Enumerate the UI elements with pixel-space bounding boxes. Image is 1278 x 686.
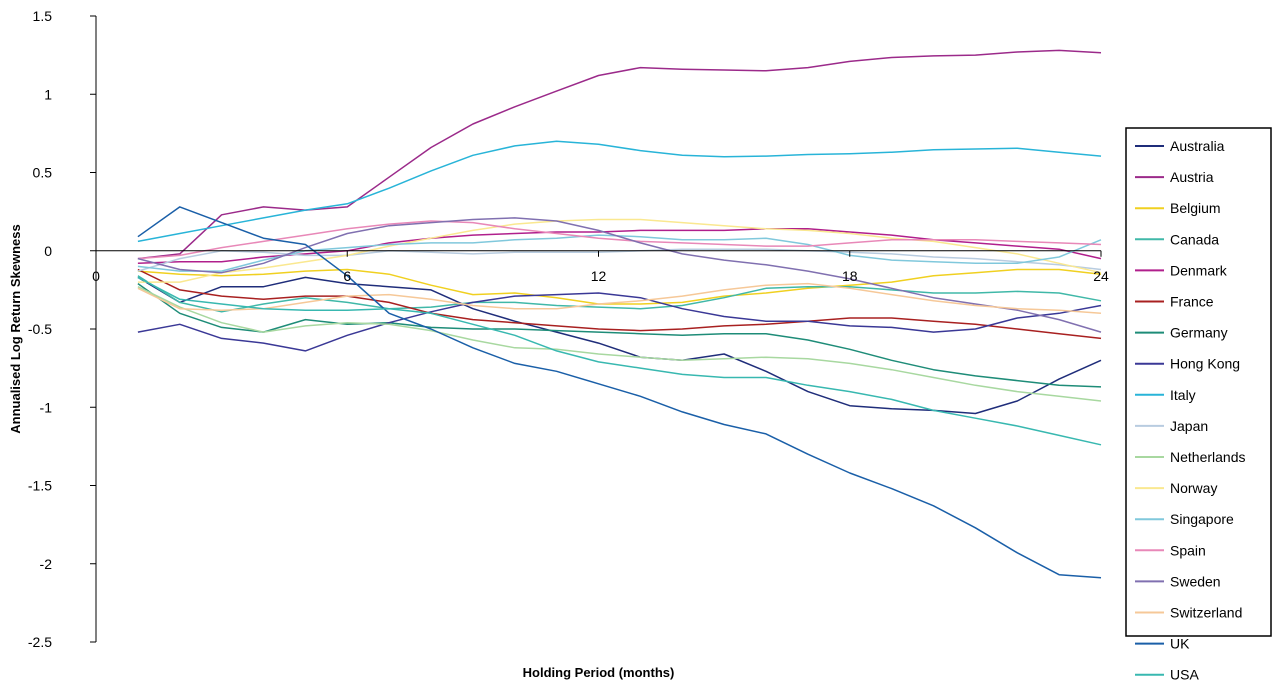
series-line-canada — [137, 275, 1102, 313]
x-tick-label: 0 — [92, 268, 100, 284]
series-line-germany — [137, 282, 1102, 388]
legend-entry-label: Switzerland — [1170, 605, 1242, 621]
series-line-austria — [137, 49, 1102, 260]
series-line-sweden — [137, 217, 1102, 333]
legend-box — [1125, 127, 1272, 637]
y-tick-label: -2 — [40, 556, 53, 572]
legend-entry-label: Germany — [1170, 325, 1228, 341]
legend-entry-label: UK — [1170, 636, 1190, 652]
series-line-hong-kong — [137, 292, 1102, 352]
y-tick-label: -2.5 — [28, 634, 52, 650]
legend-entry-label: Canada — [1170, 231, 1219, 247]
series-line-japan — [137, 248, 1102, 272]
x-tick-label: 6 — [343, 268, 351, 284]
ticks-layer: 1.5 1 0.5 0 -0.5 -1 -1.5 -2 -2.5 0 6 12 18 24 — [28, 8, 1109, 650]
x-axis-title: Holding Period (months) — [523, 665, 675, 680]
y-tick-label: 1.5 — [33, 8, 53, 24]
y-tick-label: 0.5 — [33, 165, 53, 181]
y-tick-label: 1 — [44, 86, 52, 102]
legend-entry-label: France — [1170, 294, 1214, 310]
series-line-australia — [137, 276, 1102, 415]
y-tick-label: 0 — [44, 243, 52, 259]
x-tick-label: 24 — [1093, 268, 1109, 284]
x-tick-label: 12 — [591, 268, 607, 284]
legend-entry-label: USA — [1170, 667, 1199, 683]
series-line-norway — [137, 218, 1102, 283]
legend-entry-label: Sweden — [1170, 573, 1221, 589]
legend-entry-label: Singapore — [1170, 511, 1234, 527]
series-line-spain — [137, 220, 1102, 260]
legend: Australia Austria Belgium Canada Denmark Fran… — [1125, 127, 1272, 683]
series-line-france — [137, 268, 1102, 340]
x-tick-label: 18 — [842, 268, 858, 284]
legend-entry-label: Japan — [1170, 418, 1208, 434]
legend-entry-label: Netherlands — [1170, 449, 1246, 465]
series-line-uk — [137, 206, 1102, 579]
y-tick-label: -1.5 — [28, 478, 52, 494]
legend-entry-label: Austria — [1170, 169, 1214, 185]
legend-entry-label: Italy — [1170, 387, 1196, 403]
legend-entry-label: Belgium — [1170, 200, 1221, 216]
y-tick-label: -1 — [40, 399, 53, 415]
y-axis-title: Annualised Log Return Skewness — [8, 224, 23, 434]
series-line-belgium — [137, 268, 1102, 305]
series-line-switzerland — [137, 282, 1102, 315]
y-tick-label: -0.5 — [28, 321, 52, 337]
series-line-usa — [137, 276, 1102, 446]
legend-entry-label: Spain — [1170, 542, 1206, 558]
series-layer — [137, 49, 1102, 579]
legend-entry-label: Denmark — [1170, 262, 1228, 278]
series-line-netherlands — [137, 286, 1102, 402]
legend-entry-label: Australia — [1170, 138, 1225, 154]
series-line-italy — [137, 140, 1102, 243]
legend-entry-label: Hong Kong — [1170, 356, 1240, 372]
legend-entry-label: Norway — [1170, 480, 1217, 496]
